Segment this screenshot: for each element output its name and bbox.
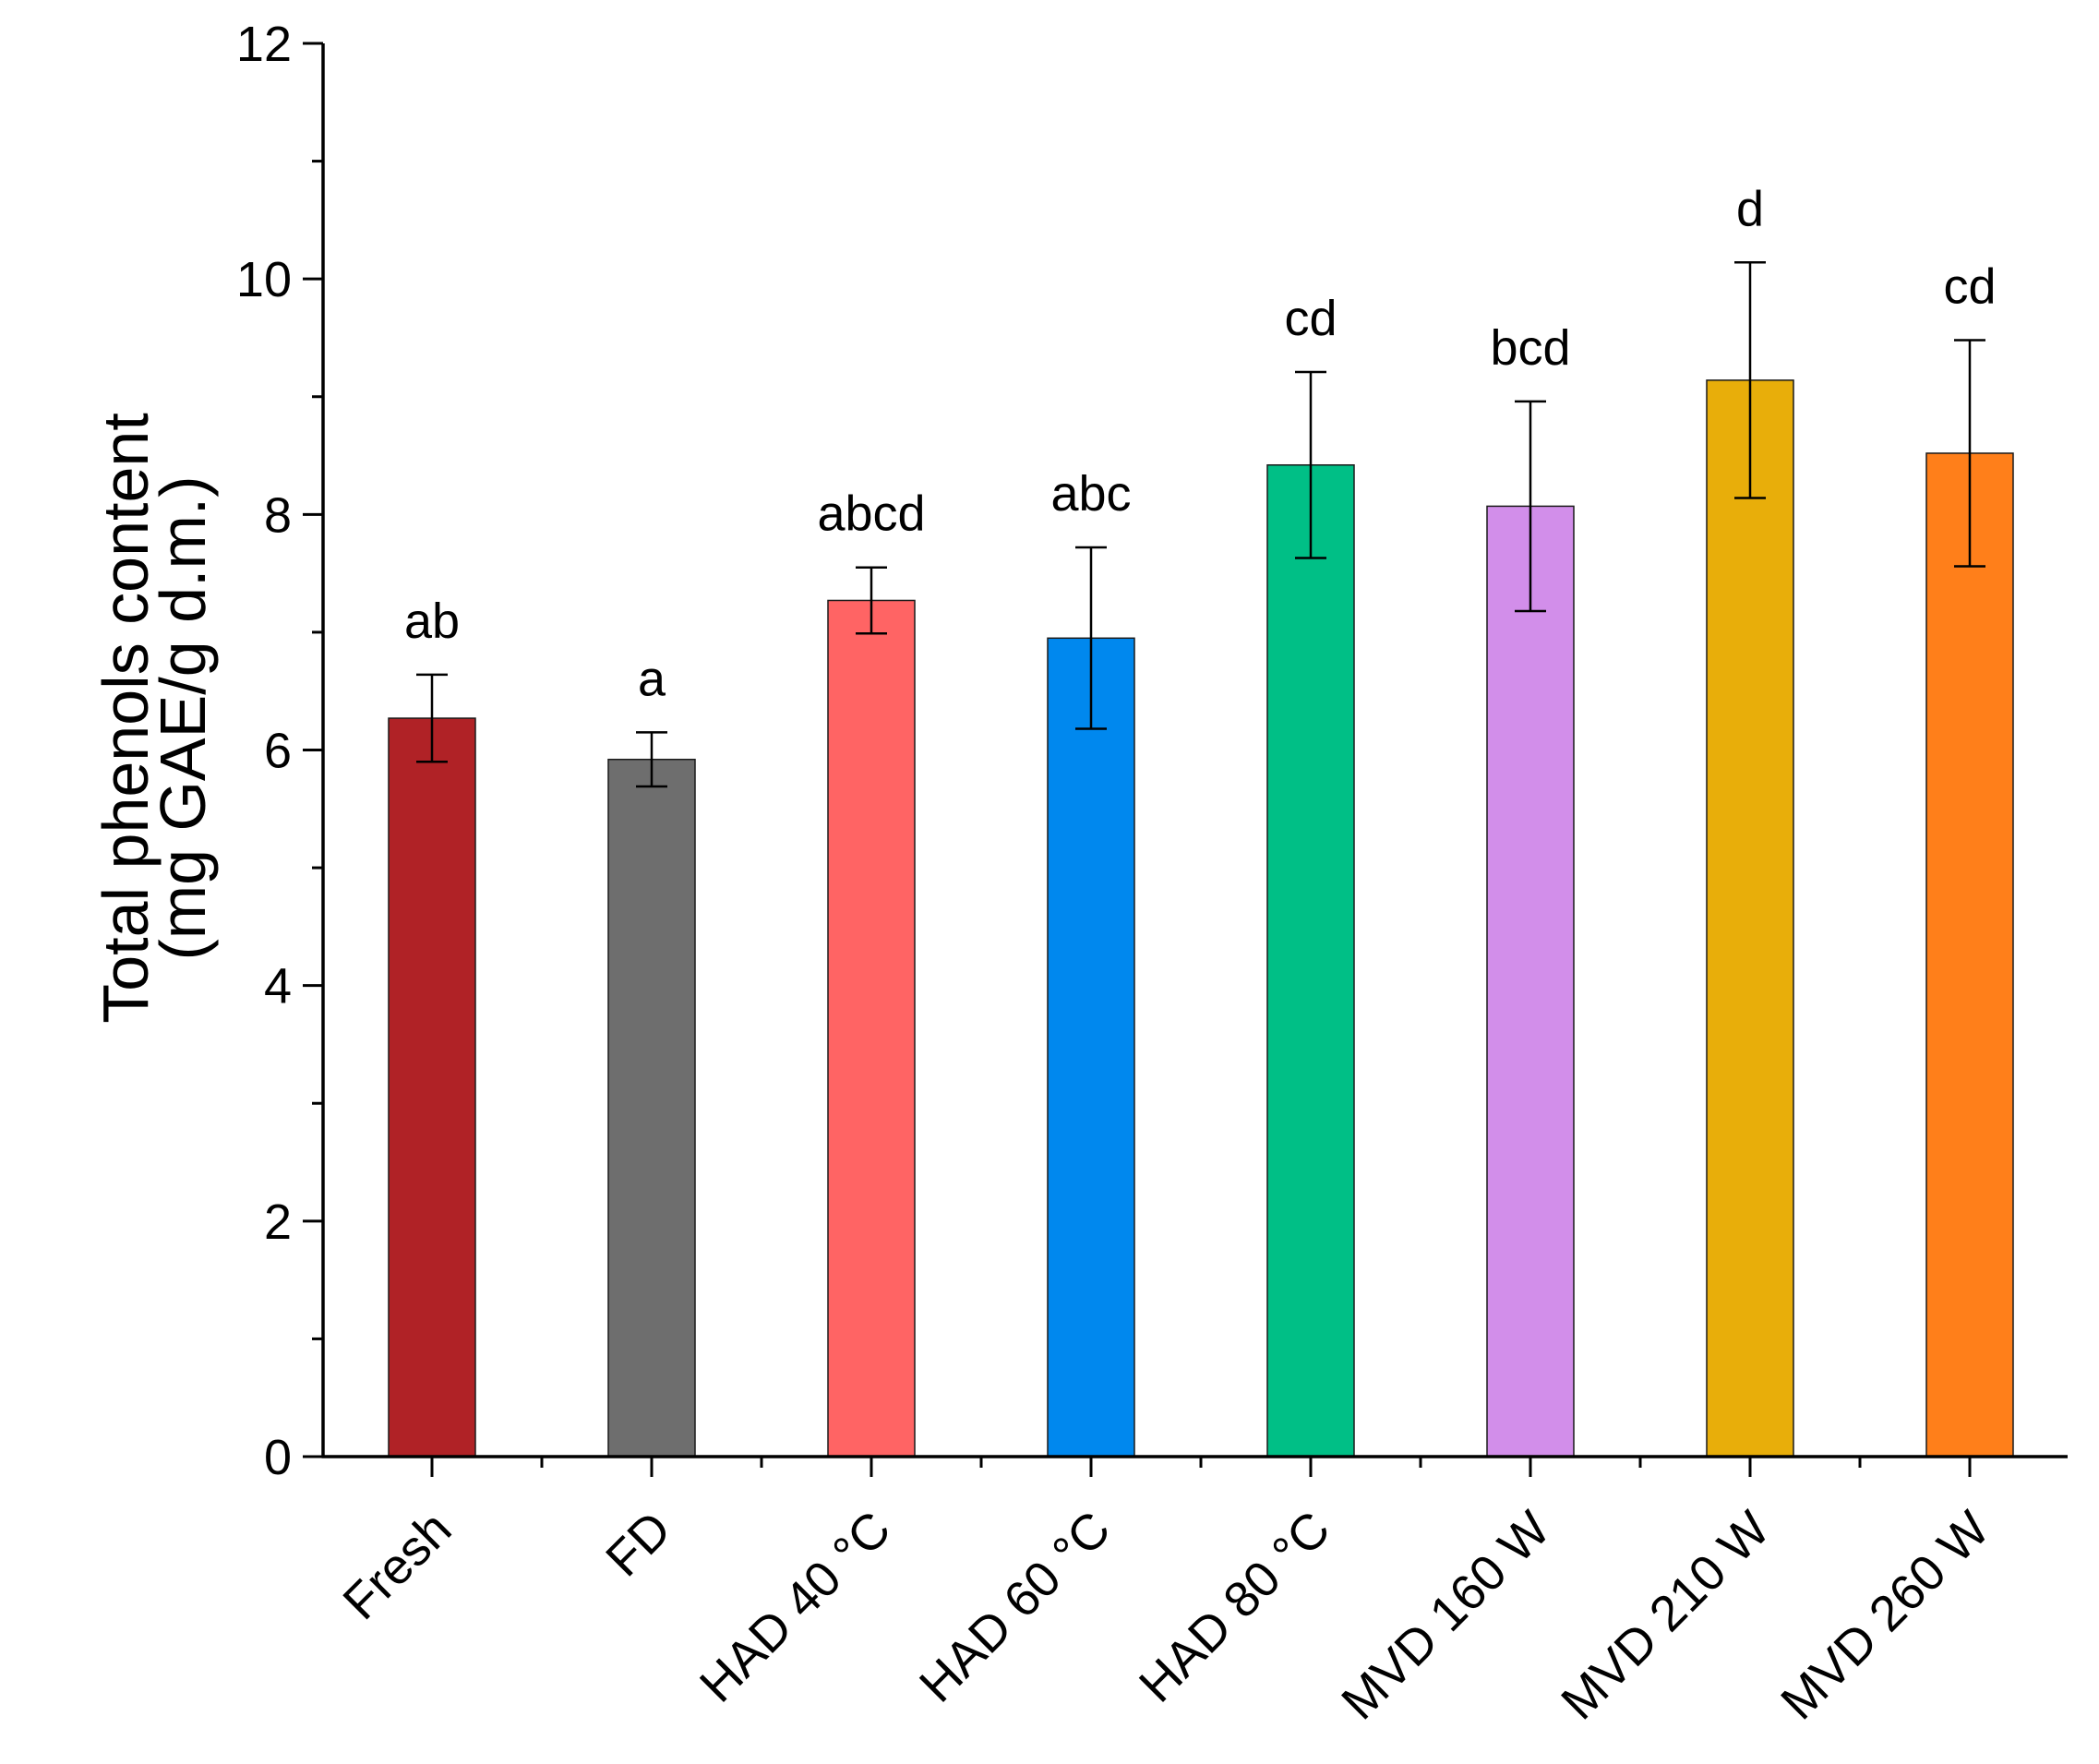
y-tick-label-0: 0 xyxy=(264,1430,292,1485)
x-tick-label-1: Fresh xyxy=(332,1501,462,1630)
axes-layer xyxy=(321,43,2068,1458)
y-tick-label-6: 12 xyxy=(236,17,292,72)
bar-7 xyxy=(1706,379,1794,1458)
significance-label-6: bcd xyxy=(1490,320,1570,376)
error-bars-layer xyxy=(416,261,1985,788)
significance-label-1: ab xyxy=(404,594,460,649)
significance-labels-layer: ab a abcd abc cd bcd d cd xyxy=(404,181,1997,706)
y-axis-title-line-2: (mg GAE/g d.m.) xyxy=(147,475,219,960)
x-tick-label-5: HAD 80 °C xyxy=(1129,1501,1341,1713)
significance-label-2: a xyxy=(638,651,666,706)
x-tick-label-3: HAD 40 °C xyxy=(690,1501,902,1713)
bar-2 xyxy=(607,758,696,1458)
x-tick-label-8: MVD 260 W xyxy=(1770,1501,1999,1730)
y-axis-title-line-1: Total phenols content xyxy=(90,413,162,1024)
x-tick-label-7: MVD 210 W xyxy=(1551,1501,1780,1730)
significance-label-7: d xyxy=(1736,181,1764,236)
bars-layer xyxy=(388,379,2014,1458)
significance-label-3: abcd xyxy=(817,486,925,542)
y-tick-label-2: 4 xyxy=(264,959,292,1014)
y-tick-label-3: 6 xyxy=(264,724,292,779)
x-tick-label-6: MVD 160 W xyxy=(1331,1501,1560,1730)
bar-6 xyxy=(1486,505,1575,1458)
significance-label-8: cd xyxy=(1943,259,1996,315)
significance-label-4: abc xyxy=(1050,466,1131,522)
bar-1 xyxy=(388,717,476,1458)
x-tick-label-2: FD xyxy=(595,1501,681,1587)
y-tick-label-4: 8 xyxy=(264,487,292,543)
y-ticks-layer: 0 2 4 6 8 10 12 xyxy=(236,17,323,1485)
bar-4 xyxy=(1047,637,1135,1458)
y-tick-label-5: 10 xyxy=(236,252,292,307)
bar-3 xyxy=(827,599,916,1458)
significance-label-5: cd xyxy=(1284,291,1337,346)
bar-8 xyxy=(1925,452,2014,1458)
y-axis-title: Total phenols content (mg GAE/g d.m.) xyxy=(90,413,219,1024)
y-tick-label-1: 2 xyxy=(264,1194,292,1250)
x-tick-label-4: HAD 60 °C xyxy=(909,1501,1121,1713)
bar-5 xyxy=(1266,463,1355,1458)
